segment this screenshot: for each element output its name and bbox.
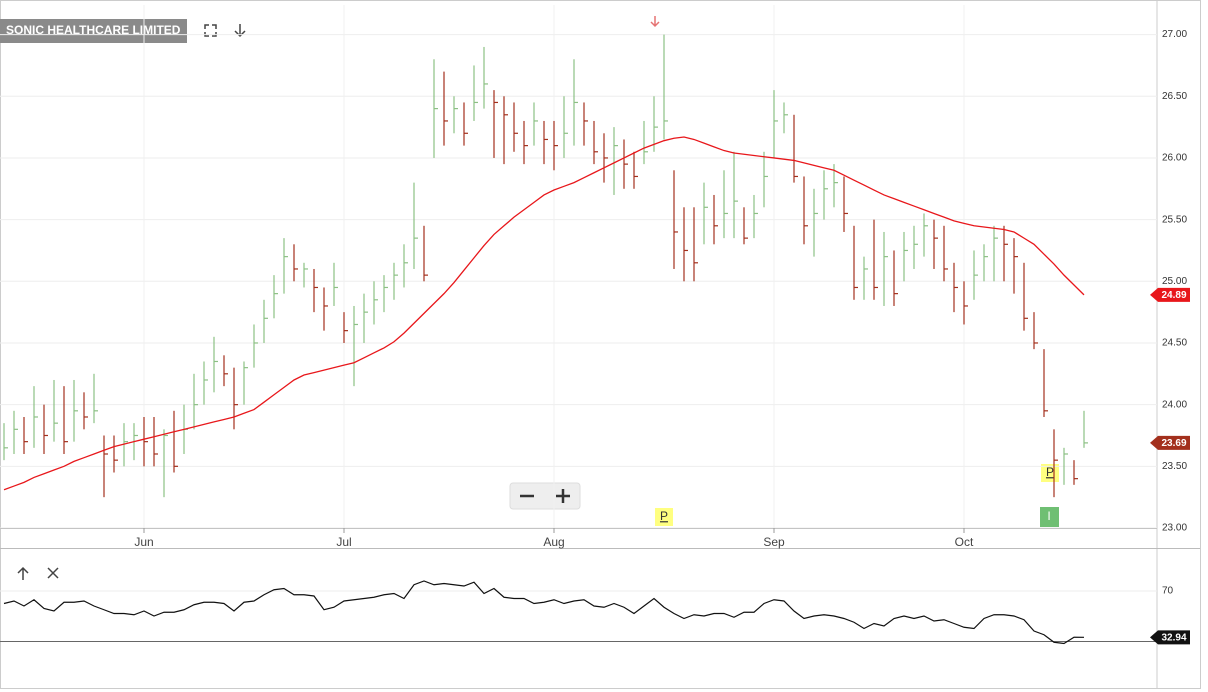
x-tick-label: Oct	[955, 535, 974, 549]
y-tick-label: 24.00	[1162, 399, 1187, 410]
annotation-box	[655, 508, 673, 526]
x-tick-label: Sep	[763, 535, 785, 549]
download-icon[interactable]	[234, 24, 246, 38]
fullscreen-icon[interactable]	[204, 24, 217, 37]
annotation[interactable]: P	[660, 509, 668, 523]
zoom-in[interactable]	[556, 489, 570, 503]
peak-arrow	[650, 16, 660, 28]
y-tick-label: 25.00	[1162, 276, 1187, 287]
rsi-line	[3, 580, 1085, 645]
ma-last-value: 24.89	[1161, 290, 1186, 301]
y-tick-label: 23.00	[1162, 523, 1187, 534]
chart-title: SONIC HEALTHCARE LIMITED	[6, 23, 181, 37]
y-tick-label: 27.00	[1162, 29, 1187, 40]
y-tick-label: 23.50	[1162, 461, 1187, 472]
y-tick-label: 24.50	[1162, 338, 1187, 349]
y-tick-label: 26.50	[1162, 91, 1187, 102]
y-tick-label: 25.50	[1162, 214, 1187, 225]
rsi-last-value-bg	[1150, 630, 1190, 645]
annotation[interactable]: I	[1047, 509, 1050, 523]
x-tick-label: Aug	[543, 535, 564, 549]
close-icon[interactable]	[47, 567, 59, 579]
annotation-box	[1040, 507, 1059, 527]
ma-last-value-bg	[1150, 287, 1190, 302]
move-up-icon[interactable]	[17, 566, 29, 580]
moving-average	[3, 136, 1085, 491]
x-tick-label: Jun	[134, 535, 153, 549]
close-last-value: 23.69	[1161, 438, 1186, 449]
annotation[interactable]: P	[1046, 465, 1054, 479]
rsi-last-value: 32.94	[1161, 632, 1186, 643]
title-box	[0, 19, 187, 43]
close-last-value-bg	[1150, 435, 1190, 450]
y-tick-label: 70	[1162, 586, 1174, 597]
zoom-control	[509, 482, 581, 510]
y-tick-label: 26.00	[1162, 153, 1187, 164]
x-tick-label: Jul	[336, 535, 351, 549]
